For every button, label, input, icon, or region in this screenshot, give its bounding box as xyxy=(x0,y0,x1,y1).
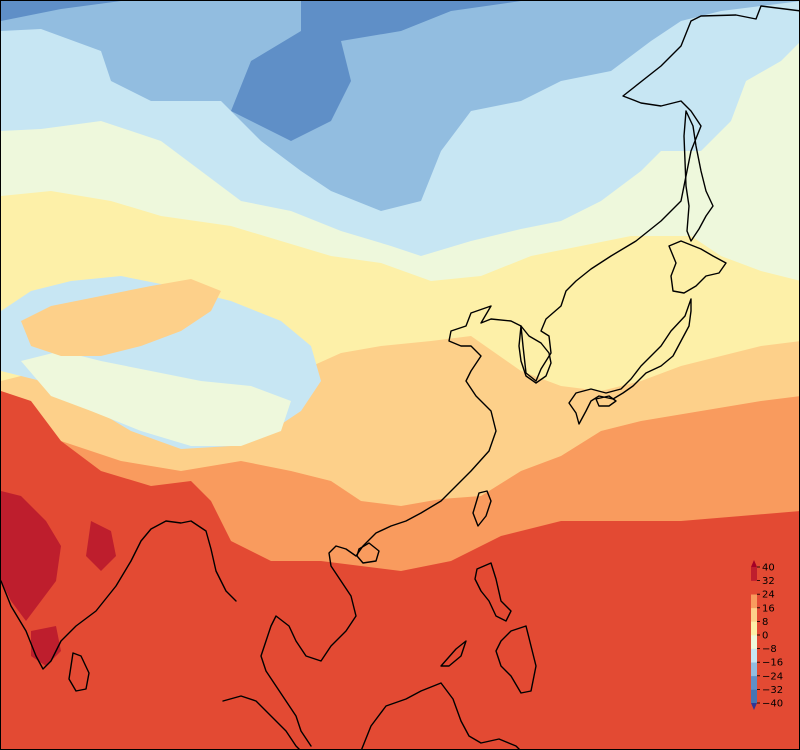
coastline-korea xyxy=(518,325,552,384)
coastline-philippines-luzon xyxy=(474,562,512,622)
colorbar: 40 32 24 16 8 0 −8 −16 −24 −32 −40 xyxy=(751,560,783,710)
colorbar-segment xyxy=(751,648,757,663)
coastline-srilanka xyxy=(68,652,90,692)
coastline-shikoku xyxy=(595,395,617,407)
colorbar-tick-label: −32 xyxy=(762,685,783,696)
colorbar-segment xyxy=(751,567,757,581)
colorbar-tick-label: −8 xyxy=(762,644,777,655)
coastline-sumatra xyxy=(222,695,300,749)
colorbar-segment xyxy=(751,635,757,649)
colorbar-tick-label: 40 xyxy=(762,563,775,574)
colorbar-segment xyxy=(751,580,757,595)
colorbar-tick-label: −40 xyxy=(762,699,783,710)
colorbar-segment xyxy=(751,675,757,690)
coastline-china xyxy=(260,5,799,747)
colorbar-segment xyxy=(751,689,757,704)
colorbar-tick-label: 16 xyxy=(762,603,775,614)
coastline-palawan xyxy=(440,640,467,667)
colorbar-tick-label: 8 xyxy=(762,617,768,628)
colorbar-tick-label: 24 xyxy=(762,590,775,601)
colorbar-extend-min xyxy=(751,703,757,710)
colorbar-tick-label: 0 xyxy=(762,631,768,642)
coastlines xyxy=(1,5,799,749)
band-plateau-mid xyxy=(21,351,291,446)
band-32-india-2 xyxy=(86,521,116,571)
colorbar-extend-max xyxy=(751,560,757,567)
band-32-india xyxy=(1,491,61,621)
coastline-india xyxy=(1,520,237,670)
coastline-borneo xyxy=(361,682,520,749)
colorbar-segment xyxy=(751,607,757,622)
colorbar-tick-label: 32 xyxy=(762,576,775,587)
coastline-hainan xyxy=(356,542,380,564)
coastline-sakhalin xyxy=(683,110,714,242)
coastline-philippines-south xyxy=(495,625,537,694)
coastline-japan xyxy=(568,298,692,425)
band-tarim xyxy=(21,279,221,356)
coastline-taiwan xyxy=(472,490,492,527)
coastline-hokkaido xyxy=(668,240,727,294)
colorbar-ticks: 40 32 24 16 8 0 −8 −16 −24 −32 −40 xyxy=(757,563,783,710)
colorbar-blocks xyxy=(751,560,757,710)
band-24 xyxy=(1,391,799,749)
colorbar-segment xyxy=(751,594,757,609)
colorbar-tick-label: −16 xyxy=(762,658,783,669)
colorbar-segment xyxy=(751,621,757,636)
colorbar-segment xyxy=(751,662,757,677)
colorbar-tick-label: −24 xyxy=(762,671,783,682)
